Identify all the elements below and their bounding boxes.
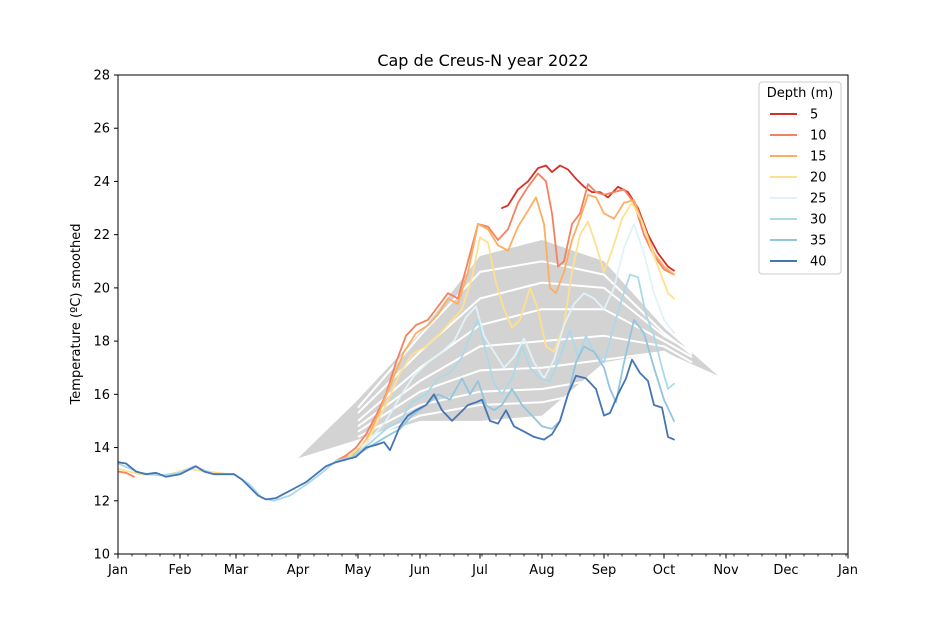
y-tick-label: 16 (93, 388, 110, 403)
x-tick-label: May (345, 563, 372, 578)
legend-box (758, 81, 842, 275)
climatology-line-1 (357, 260, 693, 409)
x-tick-label: Jul (471, 563, 488, 578)
series-line-5m (501, 164, 675, 272)
x-tick-label: Oct (653, 563, 675, 578)
series-line-20m-part-1 (118, 467, 229, 477)
legend-label-35m: 35 (810, 234, 827, 249)
x-tick-label: Feb (168, 563, 191, 578)
climatology-line-5 (357, 350, 693, 433)
y-tick-label: 20 (93, 281, 110, 296)
plot-area (118, 164, 718, 502)
plot-frame (117, 74, 849, 555)
series-line-10m-part-1 (118, 470, 135, 478)
climatology-line-2 (357, 281, 693, 414)
legend-label-20m: 20 (810, 171, 827, 186)
climatology-line-3 (357, 308, 693, 422)
x-tick-label: Jan (837, 563, 858, 578)
legend-items: 5 10 15 20 25 30 35 40 (770, 108, 827, 270)
legend-label-5m: 5 (810, 108, 818, 123)
y-axis: 10 12 14 16 18 20 22 24 26 28 (93, 69, 118, 563)
series-line-25m (351, 223, 675, 460)
y-tick-label: 26 (93, 122, 110, 137)
x-tick-label: Aug (529, 563, 554, 578)
series-line-20m-part-2 (343, 201, 675, 462)
y-axis-label: Temperature (ºC) smoothed (69, 224, 84, 406)
legend-title: Depth (m) (767, 86, 834, 101)
climatology-line-4 (357, 334, 693, 428)
legend-label-10m: 10 (810, 129, 827, 144)
series-line-40m (118, 358, 675, 501)
climatology-lines-layer (357, 260, 693, 444)
y-tick-label: 12 (93, 494, 110, 509)
chart-title: Cap de Creus-N year 2022 (377, 51, 588, 70)
series-layer (118, 164, 675, 502)
y-tick-label: 22 (93, 228, 110, 243)
legend-label-40m: 40 (810, 255, 827, 270)
y-tick-label: 14 (93, 441, 110, 456)
legend: Depth (m) 5 10 15 20 25 30 35 40 (758, 81, 842, 275)
x-tick-label: Mar (224, 563, 249, 578)
x-tick-label: Jan (107, 563, 128, 578)
y-tick-label: 28 (93, 69, 110, 84)
x-axis: Jan Feb Mar Apr May Jun Jul Aug Sep Oct Nov Dec Jan (107, 554, 858, 578)
legend-label-25m: 25 (810, 192, 827, 207)
x-tick-label: Dec (773, 563, 798, 578)
y-tick-label: 18 (93, 335, 110, 350)
climatology-line-6 (357, 356, 693, 438)
legend-label-30m: 30 (810, 213, 827, 228)
y-tick-label: 24 (93, 175, 110, 190)
series-line-10m-part-2 (335, 172, 675, 462)
x-tick-label: Jun (409, 563, 430, 578)
x-tick-label: Apr (287, 563, 310, 578)
series-line-15m (343, 193, 675, 460)
x-tick-label: Nov (713, 563, 739, 578)
y-tick-label: 10 (93, 548, 110, 563)
climatology-line-7 (357, 361, 693, 444)
series-line-35m (351, 318, 675, 460)
x-tick-label: Sep (592, 563, 617, 578)
legend-label-15m: 15 (810, 150, 827, 165)
